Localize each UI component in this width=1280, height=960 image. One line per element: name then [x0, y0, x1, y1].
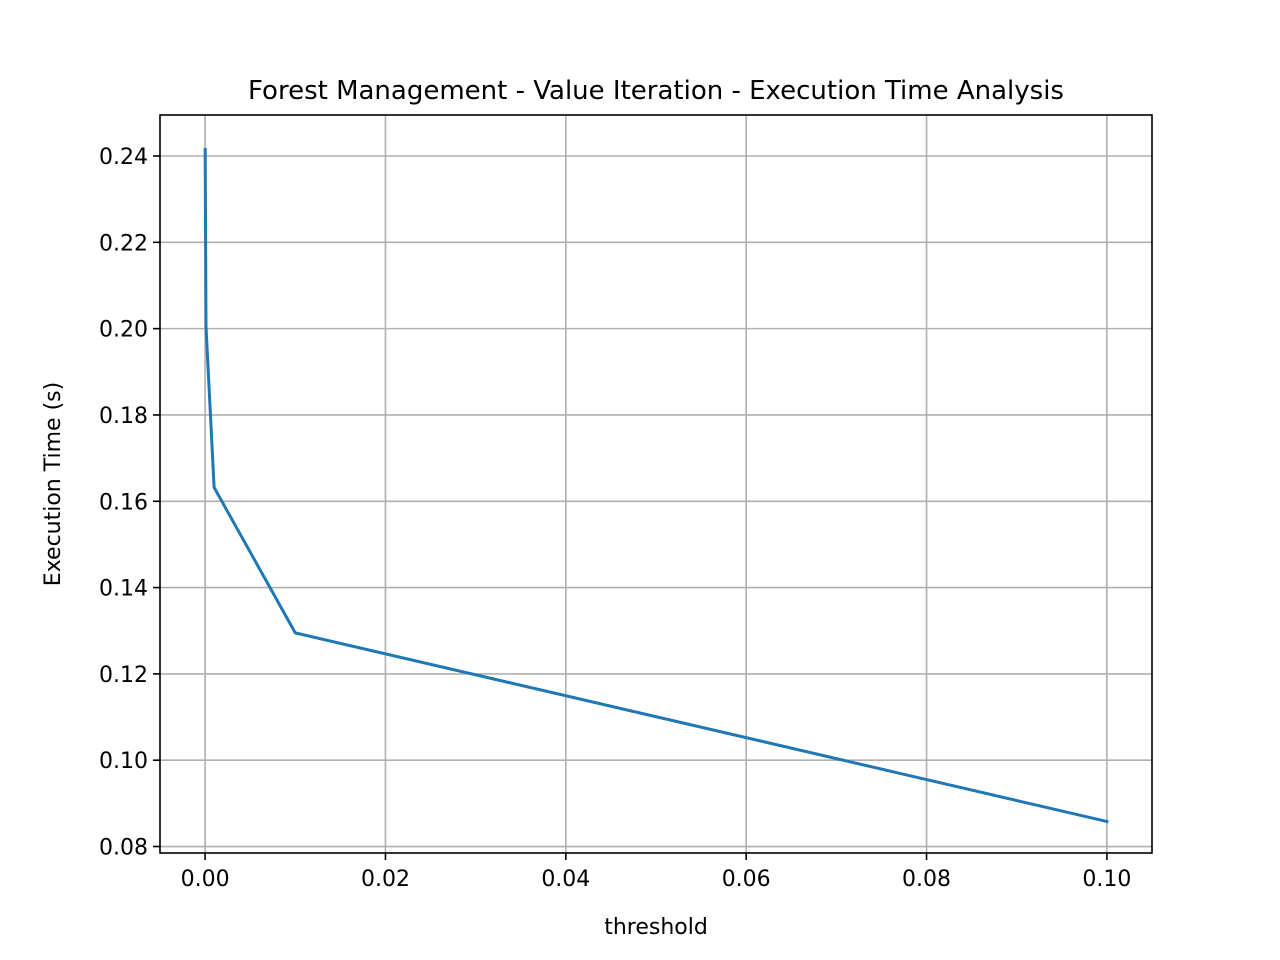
plot-frame: [159, 114, 1153, 854]
x-tick-label: 0.02: [361, 867, 410, 892]
series-line: [203, 148, 1109, 824]
x-tick-label: 0.00: [181, 867, 230, 892]
y-tick-label: 0.12: [99, 663, 148, 688]
x-tick-label: 0.10: [1082, 867, 1131, 892]
y-axis-label: Execution Time (s): [41, 382, 66, 586]
y-tick-label: 0.08: [99, 836, 148, 861]
y-tick-label: 0.20: [99, 318, 148, 343]
grid-lines: [160, 115, 1152, 853]
y-tick-label: 0.10: [99, 749, 148, 774]
x-tick-label: 0.04: [541, 867, 590, 892]
series-lines: [203, 148, 1109, 824]
y-tick-label: 0.24: [99, 145, 148, 170]
y-tick-label: 0.22: [99, 231, 148, 256]
x-axis-label: threshold: [604, 915, 708, 940]
y-tick-label: 0.14: [99, 577, 148, 602]
axis-ticks: 0.00 0.02 0.04 0.06 0.08 0.10 0.08 0.10 0.12 0.14…: [99, 145, 1131, 892]
x-tick-label: 0.06: [722, 867, 771, 892]
y-tick-label: 0.18: [99, 404, 148, 429]
x-tick-label: 0.08: [902, 867, 951, 892]
chart-title: Forest Management - Value Iteration - Ex…: [248, 76, 1064, 106]
y-tick-label: 0.16: [99, 490, 148, 515]
